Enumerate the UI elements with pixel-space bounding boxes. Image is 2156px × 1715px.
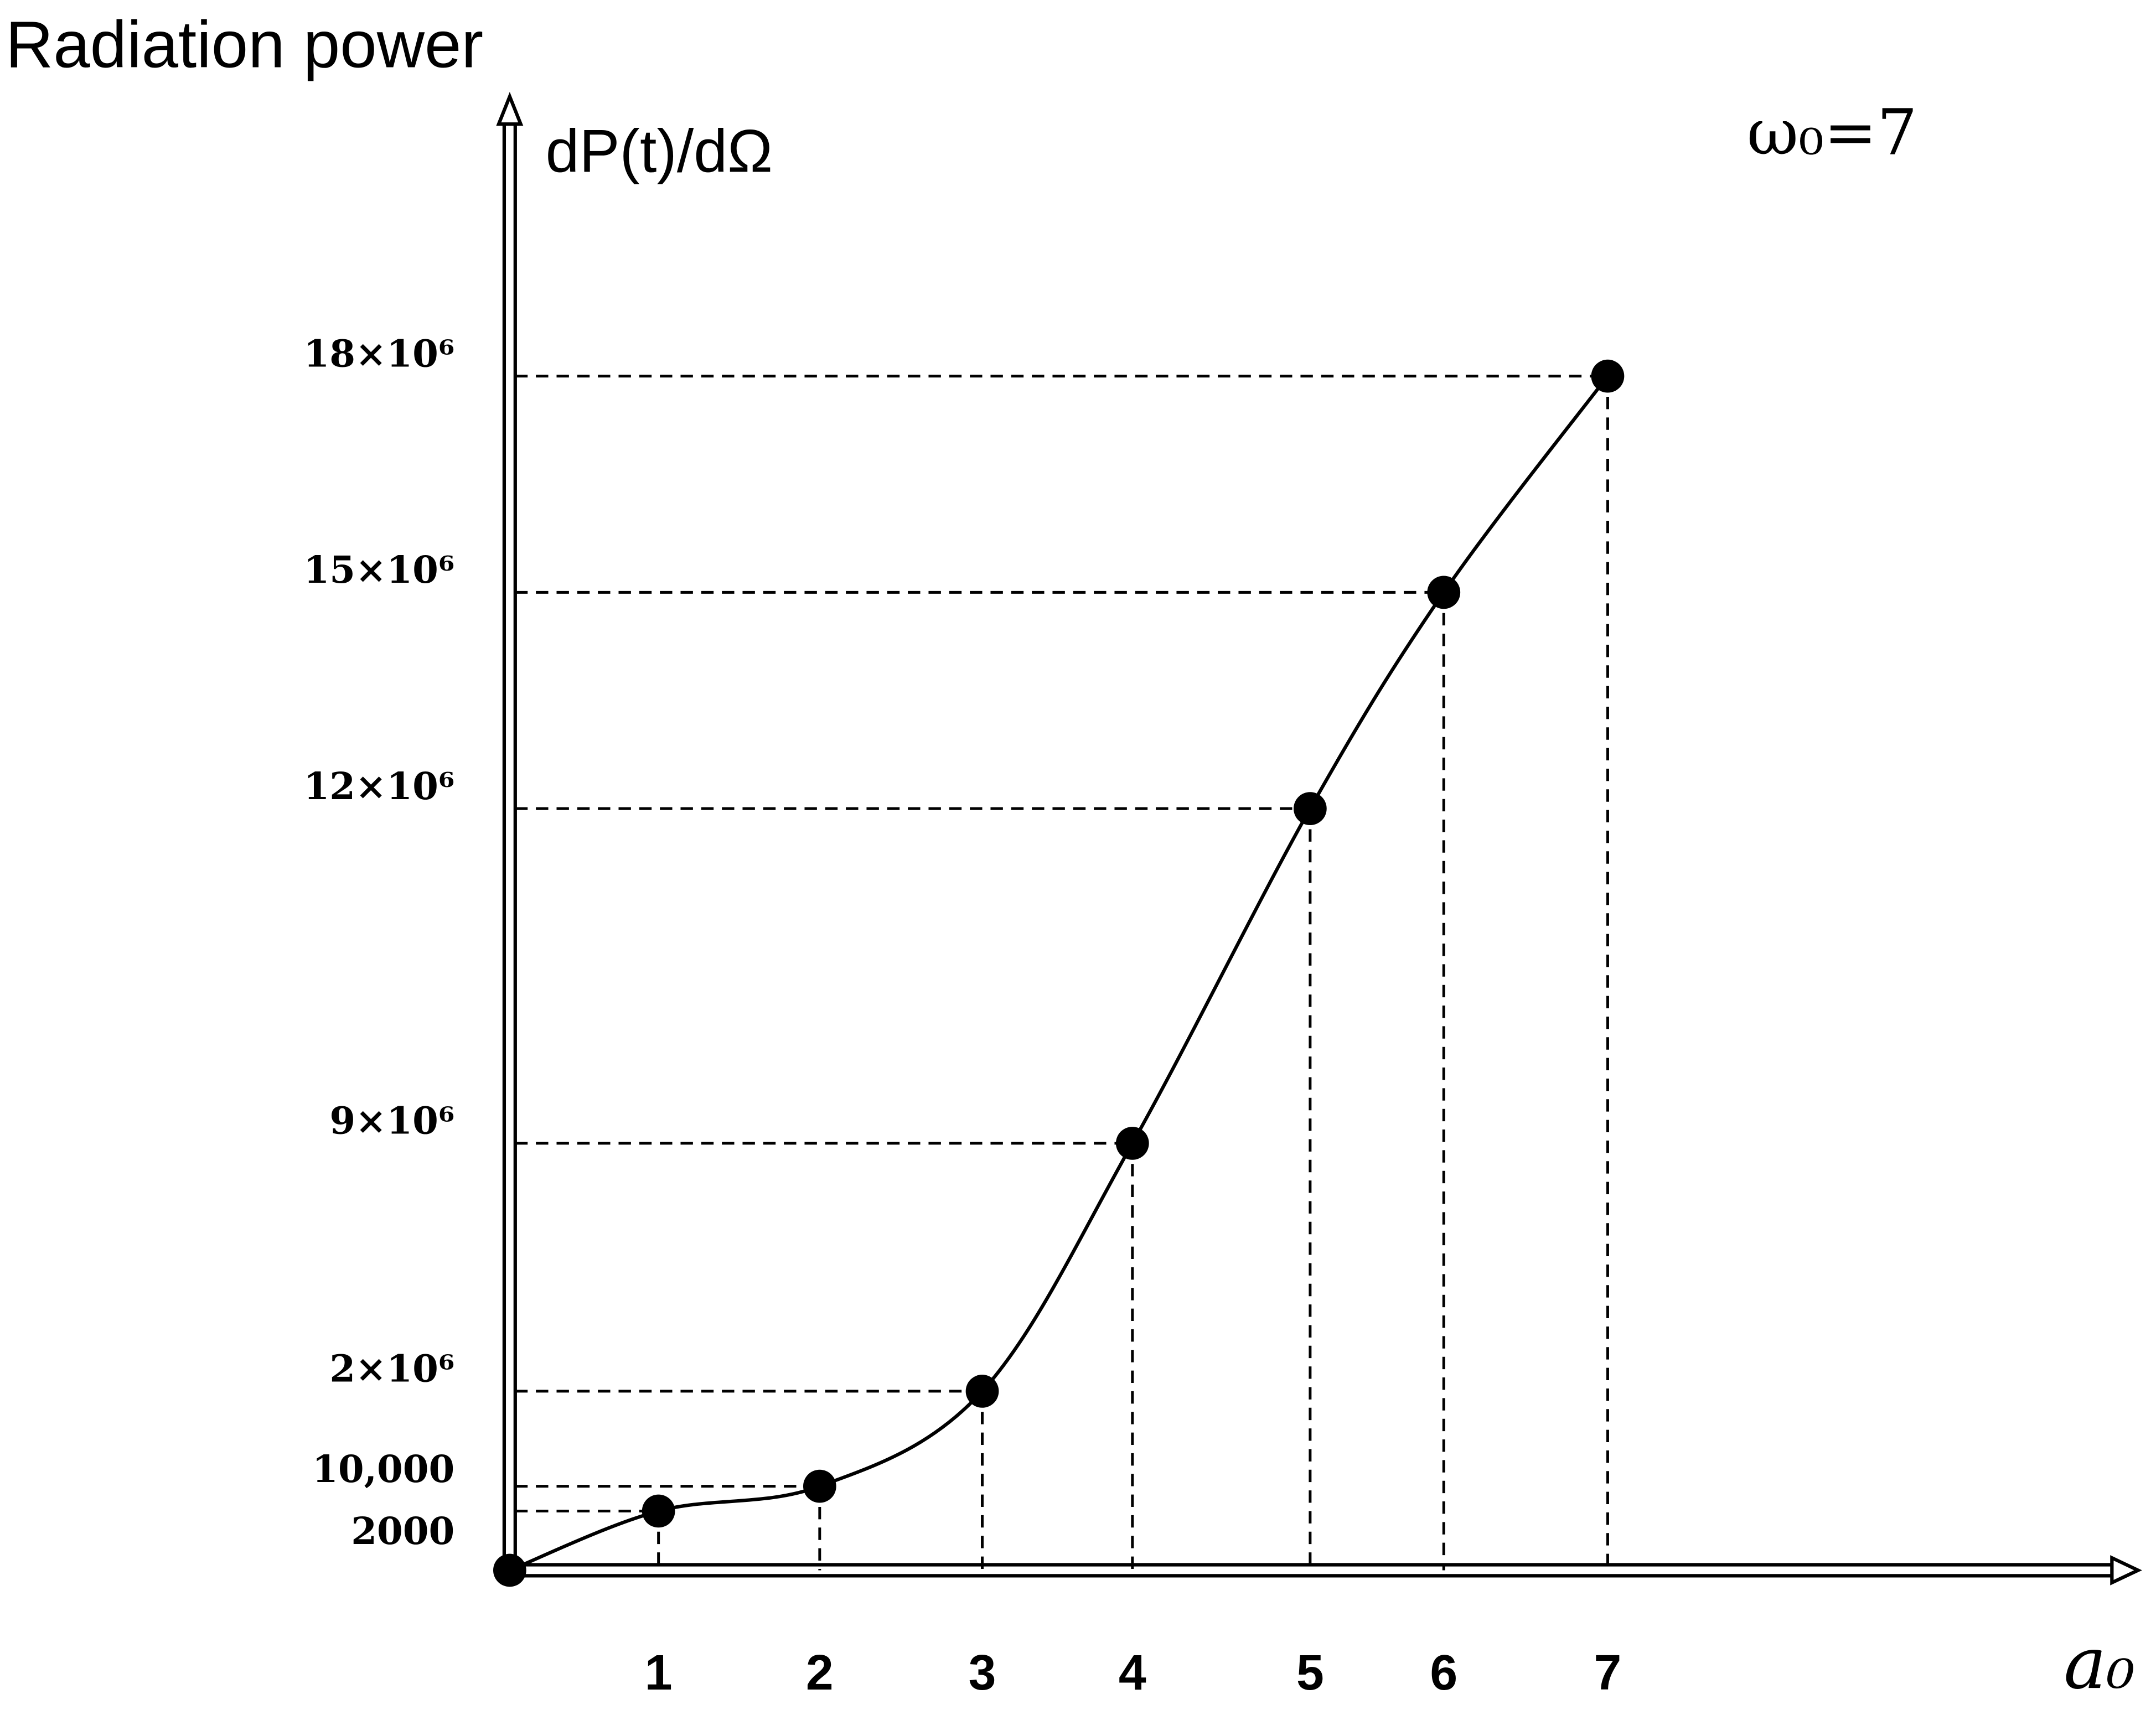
y-tick-label: 9×10⁶ [329, 1099, 454, 1143]
chart-title: Radiation power [6, 8, 483, 81]
x-axis [504, 1555, 2142, 1586]
y-axis [496, 92, 524, 1576]
point [642, 1494, 675, 1528]
point [1427, 576, 1461, 609]
point [1591, 359, 1625, 393]
point [803, 1469, 836, 1503]
x-tick-label: 7 [1594, 1645, 1622, 1700]
x-axis-label: a₀ [2064, 1621, 2135, 1705]
annotation: ω₀=7 [1747, 96, 1917, 169]
point [1115, 1127, 1149, 1160]
x-tick-label: 4 [1119, 1645, 1146, 1700]
x-tick-label: 6 [1430, 1645, 1457, 1700]
x-tick-label: 2 [806, 1645, 834, 1700]
point [965, 1375, 999, 1408]
x-tick-label: 3 [969, 1645, 996, 1700]
point [493, 1553, 526, 1587]
y-tick-label: 2×10⁶ [329, 1347, 454, 1391]
y-axis-label: dP(t)/dΩ [546, 117, 773, 185]
y-tick-label: 2000 [351, 1509, 454, 1553]
y-tick-label: 10,000 [312, 1447, 454, 1491]
y-tick-label: 18×10⁶ [304, 331, 455, 375]
point [1294, 792, 1327, 826]
y-tick-label: 15×10⁶ [304, 548, 455, 592]
x-tick-label: 1 [645, 1645, 673, 1700]
y-tick-label: 12×10⁶ [304, 764, 455, 808]
x-tick-label: 5 [1296, 1645, 1324, 1700]
